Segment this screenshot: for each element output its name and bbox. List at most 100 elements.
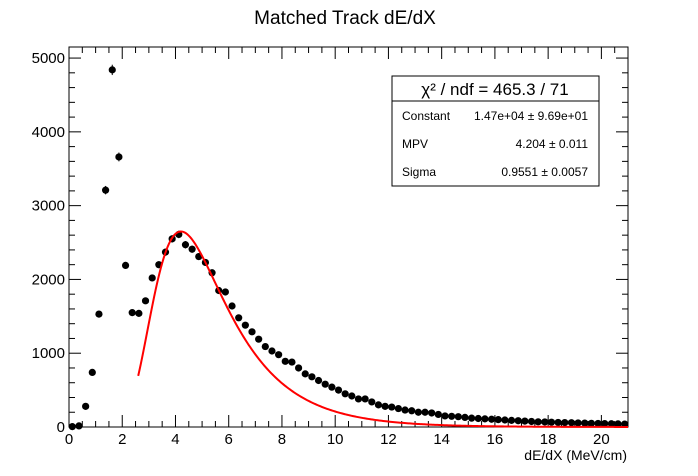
x-tick-label: 14 <box>433 431 450 448</box>
stats-box: χ² / ndf = 465.3 / 71 Constant 1.47e+04 … <box>391 75 600 187</box>
data-point <box>454 413 462 421</box>
data-point <box>521 417 529 425</box>
data-point <box>88 368 96 376</box>
data-point <box>501 416 509 424</box>
stats-box-frame <box>391 75 600 187</box>
data-point <box>527 417 536 426</box>
x-tick-label: 18 <box>540 431 557 448</box>
y-tick-label: 0 <box>57 419 65 436</box>
fit-curve <box>137 230 628 428</box>
data-point <box>374 401 383 409</box>
x-tick-label: 12 <box>380 431 397 448</box>
data-point <box>601 420 609 428</box>
data-point <box>461 413 469 422</box>
chart-title: Matched Track dE/dX <box>254 8 436 29</box>
data-point <box>487 415 496 423</box>
data-point <box>607 420 615 428</box>
data-point <box>135 309 143 317</box>
data-point <box>141 297 150 305</box>
data-point <box>401 406 409 414</box>
data-point <box>428 409 436 417</box>
stats-row-mpv-value: 4.204 ± 0.011 <box>516 137 589 151</box>
data-point <box>294 364 303 372</box>
data-point <box>507 416 516 424</box>
data-point <box>341 390 349 398</box>
data-point <box>261 342 269 351</box>
data-point <box>348 392 356 400</box>
data-point <box>408 407 416 415</box>
data-point <box>448 412 456 420</box>
x-tick-label: 6 <box>225 431 233 448</box>
data-point <box>394 404 403 413</box>
data-point <box>221 288 229 296</box>
y-tick-label: 4000 <box>32 124 65 141</box>
x-tick-label: 16 <box>487 431 504 448</box>
x-tick-label: 20 <box>593 431 610 448</box>
x-tick-label: 0 <box>65 431 73 448</box>
data-point <box>328 383 336 391</box>
data-point <box>241 321 249 329</box>
data-point <box>115 153 123 161</box>
data-point <box>587 419 595 427</box>
x-axis: 0 2 4 6 8 10 12 14 16 18 20 <box>65 47 629 448</box>
data-point <box>381 402 389 410</box>
data-point <box>95 310 103 318</box>
data-point <box>255 335 263 343</box>
stats-row-sigma-value: 0.9551 ± 0.0057 <box>501 165 588 179</box>
stats-title: χ² / ndf = 465.3 / 71 <box>421 80 568 99</box>
data-point <box>514 417 522 425</box>
data-point <box>148 274 156 282</box>
data-point <box>541 418 549 426</box>
data-point <box>414 408 422 416</box>
data-point <box>434 410 442 419</box>
data-point <box>68 423 76 431</box>
data-point <box>75 422 83 430</box>
data-point <box>334 386 343 394</box>
stats-row-mpv-name: MPV <box>402 137 428 151</box>
data-point <box>481 415 489 423</box>
y-tick-label: 2000 <box>32 271 65 288</box>
data-point <box>248 328 256 336</box>
x-tick-label: 4 <box>171 431 179 448</box>
stats-row-constant-value: 1.47e+04 ± 9.69e+01 <box>474 109 588 123</box>
data-point <box>275 351 283 359</box>
x-axis-title: dE/dX (MeV/cm) <box>524 447 627 463</box>
data-point <box>281 357 289 365</box>
data-point <box>102 186 110 194</box>
data-point <box>468 414 476 422</box>
data-point <box>474 414 482 423</box>
data-point <box>308 373 316 381</box>
data-point <box>494 416 502 424</box>
data-point <box>188 245 196 253</box>
data-point <box>388 403 396 411</box>
data-point <box>314 376 323 385</box>
stats-row-constant-name: Constant <box>402 109 451 123</box>
y-axis: 0 1000 2000 3000 4000 5000 <box>32 50 628 436</box>
data-point <box>361 395 369 403</box>
data-point <box>554 418 562 427</box>
data-point <box>288 358 296 366</box>
data-point <box>268 347 276 355</box>
y-tick-label: 5000 <box>32 50 65 67</box>
x-tick-label: 2 <box>118 431 126 448</box>
data-point <box>108 66 116 74</box>
data-point <box>534 418 542 426</box>
data-point <box>368 398 376 406</box>
x-tick-label: 8 <box>278 431 286 448</box>
data-point <box>574 419 582 427</box>
data-point <box>354 395 363 403</box>
x-tick-label: 10 <box>327 431 344 448</box>
data-point <box>181 241 190 249</box>
data-point <box>421 408 429 416</box>
data-point <box>621 420 629 428</box>
data-point <box>567 419 576 427</box>
data-point <box>235 314 243 322</box>
data-point <box>561 418 569 427</box>
data-point <box>228 302 236 310</box>
data-point <box>441 412 449 420</box>
data-point <box>594 419 602 428</box>
data-points <box>68 64 629 431</box>
data-point <box>301 370 309 378</box>
stats-row-sigma-name: Sigma <box>402 165 436 179</box>
